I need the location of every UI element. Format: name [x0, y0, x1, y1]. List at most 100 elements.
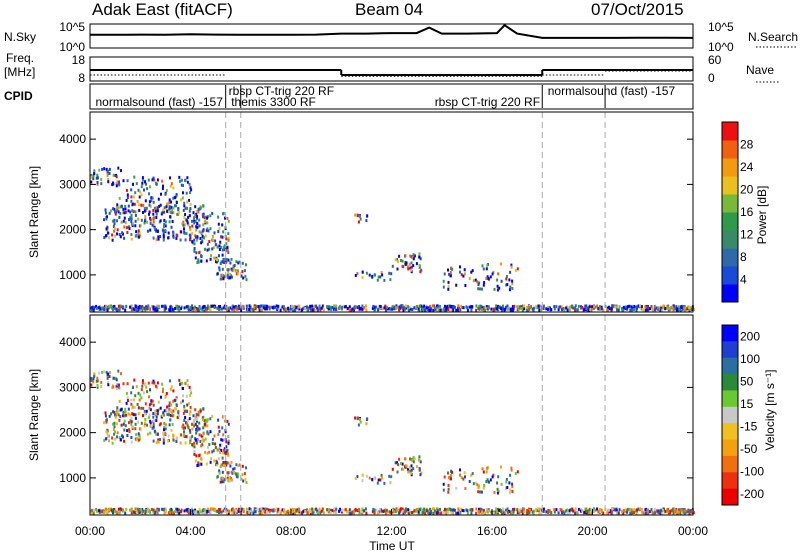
- cell-1519: [264, 510, 267, 514]
- cell-1214: [129, 508, 132, 512]
- cell-188: [113, 222, 116, 226]
- cell-439: [191, 434, 194, 438]
- cell-1404: [391, 305, 394, 309]
- cell-8: [105, 370, 108, 374]
- colorbar-tick-1: 100: [740, 352, 760, 366]
- cell-367: [171, 211, 174, 215]
- cell-1423: [338, 306, 341, 310]
- cell-301: [131, 412, 134, 416]
- cell-1234: [649, 307, 651, 311]
- cell-1632: [452, 508, 455, 512]
- cell-1369: [615, 304, 618, 308]
- cell-355: [183, 201, 186, 205]
- cell-516: [218, 244, 221, 248]
- cell-814: [653, 507, 656, 511]
- cell-334: [180, 401, 182, 405]
- cell-154: [138, 436, 141, 440]
- cell-1232: [402, 308, 405, 312]
- cell-582: [222, 461, 225, 464]
- cell-342: [165, 407, 168, 411]
- cell-565: [235, 260, 238, 264]
- cell-584: [222, 277, 225, 281]
- ytick-label-3: 4000: [59, 335, 86, 349]
- cell-61: [157, 235, 160, 239]
- cell-587: [225, 260, 228, 264]
- cell-728: [380, 270, 383, 274]
- cell-1365: [252, 511, 255, 515]
- cell-299: [201, 237, 203, 241]
- cell-565: [235, 463, 238, 467]
- cell-1099: [390, 307, 393, 311]
- cell-463: [193, 441, 196, 445]
- cell-298: [149, 221, 152, 225]
- cell-235: [153, 226, 156, 230]
- cell-411: [154, 412, 157, 416]
- cell-665: [508, 278, 511, 282]
- cell-206: [163, 409, 166, 413]
- cell-1388: [162, 507, 165, 511]
- cell-650: [412, 460, 415, 464]
- cell-398: [188, 182, 191, 186]
- cell-990: [460, 507, 463, 511]
- cell-595: [230, 478, 233, 482]
- cell-1425: [311, 507, 314, 511]
- cell-579: [215, 260, 218, 264]
- cell-374: [126, 382, 129, 386]
- cell-633: [394, 258, 397, 262]
- cell-1028: [475, 507, 478, 511]
- cell-496: [214, 239, 217, 243]
- cell-595: [230, 275, 233, 279]
- cell-424: [205, 418, 207, 422]
- cell-536: [211, 437, 214, 441]
- cell-1406: [373, 305, 376, 309]
- cell-598: [238, 463, 241, 467]
- cell-1500: [433, 509, 436, 513]
- cell-173: [144, 218, 147, 222]
- cell-587: [225, 463, 228, 467]
- cell-958: [594, 508, 597, 512]
- cell-24: [108, 370, 111, 374]
- cell-1583: [520, 509, 523, 513]
- cell-1504: [676, 307, 679, 311]
- cell-1084: [597, 510, 600, 514]
- cell-194: [114, 415, 117, 419]
- cell-303: [168, 201, 171, 205]
- cell-391: [151, 399, 154, 403]
- cell-410: [182, 184, 184, 187]
- cell-1419: [158, 508, 160, 511]
- cell-1461: [449, 507, 452, 511]
- cell-233: [166, 413, 169, 416]
- cell-1082: [161, 507, 164, 511]
- cell-526: [204, 437, 207, 441]
- cell-1359: [104, 510, 107, 514]
- cell-902: [538, 507, 541, 511]
- cell-1083: [672, 304, 675, 308]
- cell-1319: [206, 306, 209, 310]
- cell-1217: [319, 511, 322, 515]
- cell-1560: [117, 507, 120, 511]
- cell-428: [191, 219, 193, 223]
- cell-601: [358, 417, 361, 421]
- cell-1524: [106, 306, 109, 310]
- cell-415: [122, 410, 125, 414]
- cell-1439: [511, 508, 514, 511]
- cell-722: [509, 473, 512, 477]
- cell-581: [216, 258, 218, 262]
- cell-1562: [510, 307, 513, 311]
- cell-86: [155, 216, 158, 219]
- cell-707: [506, 283, 509, 286]
- cell-387: [150, 196, 153, 200]
- cell-1512: [103, 511, 106, 514]
- cell-1584: [583, 307, 586, 311]
- cell-871: [683, 511, 686, 515]
- cell-1472: [457, 304, 460, 308]
- cell-534: [220, 438, 223, 442]
- cell-1526: [132, 510, 135, 514]
- cell-431: [193, 452, 196, 456]
- cell-309: [130, 199, 133, 203]
- cell-145: [117, 409, 120, 413]
- cell-586: [227, 276, 230, 280]
- cell-457: [227, 422, 230, 426]
- cell-98: [118, 233, 121, 236]
- cell-1442: [265, 507, 268, 511]
